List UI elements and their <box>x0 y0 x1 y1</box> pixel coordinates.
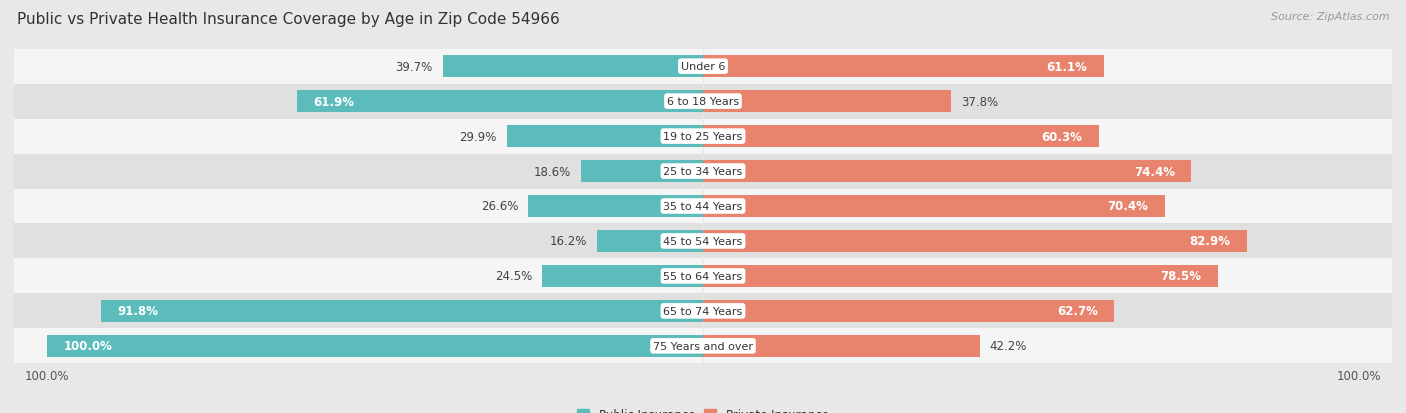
Bar <box>14 259 1392 294</box>
Bar <box>581 161 703 183</box>
Bar <box>703 230 1247 252</box>
Text: 35 to 44 Years: 35 to 44 Years <box>664 202 742 211</box>
Bar <box>596 230 703 252</box>
Text: 45 to 54 Years: 45 to 54 Years <box>664 236 742 247</box>
Text: 60.3%: 60.3% <box>1042 130 1083 143</box>
Text: 75 Years and over: 75 Years and over <box>652 341 754 351</box>
Text: 26.6%: 26.6% <box>481 200 519 213</box>
Bar <box>506 126 703 147</box>
Bar <box>14 50 1392 84</box>
Text: 62.7%: 62.7% <box>1057 305 1098 318</box>
Text: 61.1%: 61.1% <box>1046 61 1087 74</box>
Text: 74.4%: 74.4% <box>1133 165 1175 178</box>
Text: 61.9%: 61.9% <box>314 95 354 108</box>
Bar <box>14 154 1392 189</box>
Text: 82.9%: 82.9% <box>1189 235 1230 248</box>
Bar <box>14 224 1392 259</box>
Text: 24.5%: 24.5% <box>495 270 533 283</box>
Text: 91.8%: 91.8% <box>117 305 157 318</box>
Text: 39.7%: 39.7% <box>395 61 433 74</box>
Bar <box>14 329 1392 363</box>
Bar <box>529 196 703 217</box>
Bar <box>14 119 1392 154</box>
Bar <box>14 189 1392 224</box>
Bar <box>543 266 703 287</box>
Text: 29.9%: 29.9% <box>460 130 496 143</box>
Text: 78.5%: 78.5% <box>1161 270 1202 283</box>
Text: 100.0%: 100.0% <box>63 339 112 352</box>
Text: 37.8%: 37.8% <box>960 95 998 108</box>
Text: 16.2%: 16.2% <box>550 235 586 248</box>
Bar <box>703 300 1115 322</box>
Bar <box>101 300 703 322</box>
Bar <box>14 294 1392 329</box>
Bar <box>703 126 1098 147</box>
Bar <box>297 91 703 113</box>
Bar <box>703 161 1191 183</box>
Text: Public vs Private Health Insurance Coverage by Age in Zip Code 54966: Public vs Private Health Insurance Cover… <box>17 12 560 27</box>
Bar <box>443 56 703 78</box>
Bar <box>703 196 1166 217</box>
Text: Source: ZipAtlas.com: Source: ZipAtlas.com <box>1271 12 1389 22</box>
Text: 18.6%: 18.6% <box>534 165 571 178</box>
Text: 25 to 34 Years: 25 to 34 Years <box>664 166 742 177</box>
Text: 19 to 25 Years: 19 to 25 Years <box>664 132 742 142</box>
Bar <box>703 56 1104 78</box>
Bar <box>703 335 980 357</box>
Text: 65 to 74 Years: 65 to 74 Years <box>664 306 742 316</box>
Text: Under 6: Under 6 <box>681 62 725 72</box>
Legend: Public Insurance, Private Insurance: Public Insurance, Private Insurance <box>571 402 835 413</box>
Bar <box>703 266 1218 287</box>
Bar <box>14 84 1392 119</box>
Bar <box>46 335 703 357</box>
Text: 70.4%: 70.4% <box>1108 200 1149 213</box>
Text: 42.2%: 42.2% <box>990 339 1028 352</box>
Text: 55 to 64 Years: 55 to 64 Years <box>664 271 742 281</box>
Text: 6 to 18 Years: 6 to 18 Years <box>666 97 740 107</box>
Bar <box>703 91 950 113</box>
